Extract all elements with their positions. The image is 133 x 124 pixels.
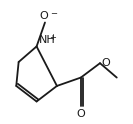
Text: NH: NH — [39, 35, 56, 45]
Text: O: O — [76, 109, 85, 119]
Text: O: O — [39, 11, 48, 21]
Text: −: − — [50, 9, 57, 18]
Text: +: + — [49, 33, 56, 42]
Text: O: O — [101, 58, 110, 68]
